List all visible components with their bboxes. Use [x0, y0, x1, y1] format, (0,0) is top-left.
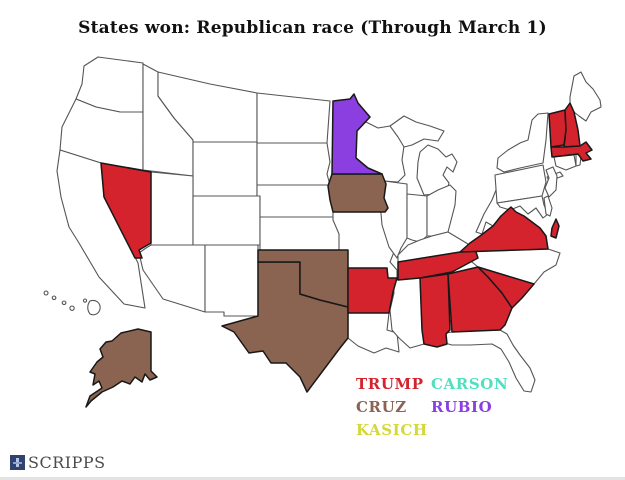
state-ut: [150, 171, 194, 246]
legend-item-cruz: CRUZ: [356, 398, 407, 416]
state-al: [419, 273, 451, 348]
bottom-divider: [0, 477, 625, 480]
scripps-lighthouse-icon: [10, 455, 25, 470]
state-wy: [192, 141, 258, 197]
state-de: [543, 195, 553, 217]
state-md: [496, 195, 549, 219]
legend-item-carson: CARSON: [431, 375, 509, 393]
state-mi: [389, 115, 458, 196]
state-me: [569, 71, 602, 122]
state-oh: [426, 184, 457, 237]
state-sd: [256, 142, 331, 186]
state-ma: [550, 141, 593, 162]
state-la: [347, 312, 400, 354]
state-pa: [494, 164, 547, 204]
state-sc: [477, 266, 535, 309]
state-az: [138, 244, 206, 313]
state-nv: [100, 162, 152, 259]
legend-item-rubio: RUBIO: [431, 398, 493, 416]
state-vt: [548, 109, 567, 148]
state-nd: [256, 92, 331, 144]
legend-item-kasich: KASICH: [356, 421, 428, 439]
state-va: [459, 206, 560, 253]
state-mn: [331, 93, 383, 175]
state-ak: [85, 328, 158, 408]
state-ks: [259, 216, 343, 251]
map-title: States won: Republican race (Through Mar…: [78, 18, 547, 38]
candidate-legend: TRUMP CARSON CRUZ RUBIO KASICH: [356, 375, 509, 439]
legend-item-trump: TRUMP: [356, 375, 424, 393]
state-ct: [553, 154, 577, 171]
scripps-logo: SCRIPPS: [10, 453, 106, 472]
state-nj: [544, 166, 558, 198]
state-in: [406, 193, 428, 243]
state-hi: [43, 290, 101, 316]
state-nh: [563, 102, 581, 148]
state-nm: [204, 244, 259, 317]
state-ne: [256, 184, 339, 218]
state-fl: [439, 329, 536, 393]
state-co: [192, 195, 261, 246]
state-ia: [327, 173, 389, 213]
scripps-wordmark: SCRIPPS: [28, 453, 106, 472]
state-ok: [257, 249, 349, 308]
state-ar: [347, 267, 398, 314]
